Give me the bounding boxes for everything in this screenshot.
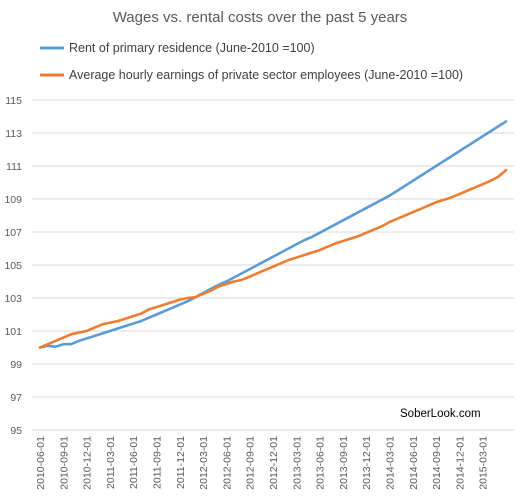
x-tick-label: 2011-03-01 [105,436,117,489]
series-lines [38,120,508,349]
x-tick-label: 2012-03-01 [198,436,210,490]
x-tick-label: 2014-03-01 [385,436,397,490]
x-tick-label: 2013-12-01 [361,436,373,490]
legend-label-rent: Rent of primary residence (June-2010 =10… [69,41,315,55]
x-tick-label: 2013-06-01 [315,436,327,490]
y-tick-label: 95 [10,425,22,437]
x-tick-label: 2014-12-01 [454,436,466,490]
legend-label-earnings: Average hourly earnings of private secto… [69,68,463,82]
y-axis-ticks: 95 97 99 101 103 105 107 109 111 113 115 [4,95,22,437]
y-tick-label: 115 [5,95,22,107]
gridlines [32,99,514,431]
x-tick-label: 2010-12-01 [82,436,94,490]
x-tick-label: 2011-09-01 [152,436,164,489]
x-tick-label: 2011-12-01 [175,436,187,489]
x-tick-label: 2010-09-01 [58,436,70,490]
x-tick-label: 2012-09-01 [245,436,257,490]
y-tick-label: 113 [5,128,22,140]
x-tick-label: 2014-09-01 [431,436,443,490]
y-tick-label: 105 [4,260,22,272]
y-tick-label: 97 [10,392,22,404]
x-tick-label: 2015-03-01 [478,436,490,490]
y-tick-label: 111 [6,161,22,173]
x-tick-label: 2010-06-01 [35,436,47,490]
x-axis-ticks: 2010-06-01 2010-09-01 2010-12-01 2011-03-01… [35,436,490,490]
chart-title: Wages vs. rental costs over the past 5 y… [113,9,408,26]
y-tick-label: 99 [10,359,22,371]
y-tick-label: 107 [4,227,22,239]
x-tick-label: 2011-06-01 [128,436,140,489]
x-tick-label: 2012-12-01 [268,436,280,490]
watermark-annotation: SoberLook.com [400,408,481,420]
x-tick-label: 2014-06-01 [408,436,420,490]
y-tick-label: 101 [4,326,22,338]
x-tick-label: 2013-03-01 [291,436,303,490]
y-tick-label: 103 [4,293,22,305]
series-line-rent [38,120,508,349]
y-tick-label: 109 [4,194,22,206]
series-line-earnings [38,168,508,349]
legend: Rent of primary residence (June-2010 =10… [40,41,463,82]
x-tick-label: 2013-09-01 [338,436,350,490]
x-tick-label: 2012-06-01 [221,436,233,490]
